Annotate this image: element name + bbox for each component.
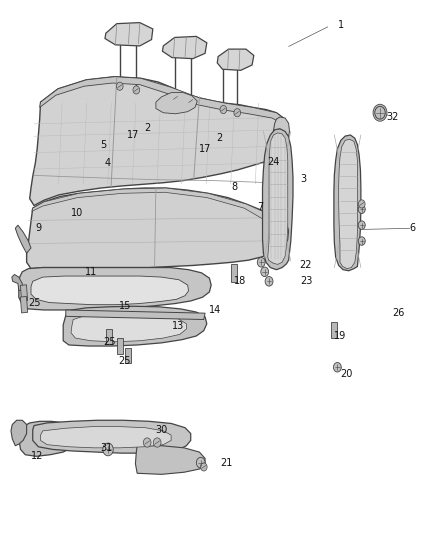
Text: 7: 7	[257, 202, 264, 212]
Text: 5: 5	[101, 140, 107, 150]
Polygon shape	[162, 36, 207, 59]
Polygon shape	[268, 133, 288, 264]
Polygon shape	[334, 135, 361, 271]
Text: 3: 3	[301, 174, 307, 184]
Polygon shape	[217, 49, 254, 70]
Polygon shape	[66, 310, 205, 319]
Ellipse shape	[143, 438, 151, 447]
Text: 30: 30	[155, 425, 168, 435]
Polygon shape	[19, 268, 211, 310]
Text: 25: 25	[118, 356, 131, 366]
Text: 10: 10	[71, 208, 84, 219]
Polygon shape	[41, 426, 171, 448]
Ellipse shape	[358, 200, 365, 208]
Ellipse shape	[261, 267, 268, 277]
Polygon shape	[339, 139, 357, 269]
Text: 20: 20	[340, 369, 352, 378]
Text: 17: 17	[199, 144, 211, 154]
Text: 15: 15	[119, 301, 131, 311]
Text: 4: 4	[105, 158, 111, 168]
Polygon shape	[135, 446, 205, 474]
Ellipse shape	[234, 109, 240, 117]
Text: 17: 17	[127, 130, 139, 140]
Text: 23: 23	[301, 276, 313, 286]
Text: 31: 31	[101, 443, 113, 453]
Text: 12: 12	[31, 451, 43, 462]
Ellipse shape	[187, 97, 194, 105]
Ellipse shape	[220, 106, 227, 114]
Polygon shape	[262, 128, 293, 270]
Text: 25: 25	[28, 297, 40, 308]
Ellipse shape	[133, 86, 140, 94]
Text: 11: 11	[85, 267, 97, 277]
Text: 14: 14	[209, 305, 222, 315]
Text: 21: 21	[221, 458, 233, 467]
Ellipse shape	[117, 82, 123, 90]
Ellipse shape	[257, 257, 265, 267]
Polygon shape	[21, 296, 28, 313]
Text: 6: 6	[410, 223, 416, 233]
Polygon shape	[71, 314, 186, 342]
Ellipse shape	[103, 443, 113, 456]
Text: 13: 13	[172, 321, 184, 331]
Polygon shape	[278, 223, 289, 246]
Text: 26: 26	[392, 308, 405, 318]
Text: 9: 9	[35, 223, 42, 233]
Ellipse shape	[172, 94, 179, 102]
Ellipse shape	[153, 438, 161, 447]
Text: 24: 24	[267, 157, 279, 166]
Polygon shape	[63, 306, 207, 346]
Polygon shape	[124, 348, 131, 363]
Polygon shape	[106, 328, 113, 344]
Polygon shape	[273, 117, 290, 136]
Text: 2: 2	[144, 123, 150, 133]
Polygon shape	[30, 77, 288, 206]
Polygon shape	[21, 285, 28, 301]
Polygon shape	[33, 420, 191, 453]
Text: 25: 25	[103, 337, 116, 347]
Text: 32: 32	[386, 112, 399, 122]
Polygon shape	[15, 225, 31, 253]
Ellipse shape	[201, 463, 207, 471]
Ellipse shape	[358, 221, 365, 229]
Text: 2: 2	[216, 133, 222, 143]
Polygon shape	[156, 93, 197, 114]
Polygon shape	[19, 421, 74, 456]
Polygon shape	[105, 22, 153, 46]
Polygon shape	[12, 274, 22, 290]
Polygon shape	[11, 420, 27, 446]
Polygon shape	[117, 338, 123, 354]
Polygon shape	[40, 77, 283, 122]
Text: 1: 1	[338, 20, 344, 30]
Polygon shape	[331, 322, 337, 338]
Polygon shape	[32, 188, 279, 225]
Polygon shape	[31, 276, 188, 305]
Ellipse shape	[358, 237, 365, 245]
Ellipse shape	[196, 457, 205, 468]
Ellipse shape	[373, 104, 387, 121]
Ellipse shape	[358, 205, 365, 214]
Ellipse shape	[265, 277, 273, 286]
Text: 22: 22	[299, 261, 311, 270]
Text: 18: 18	[234, 276, 246, 286]
Ellipse shape	[333, 362, 341, 372]
Text: 8: 8	[231, 182, 237, 192]
Polygon shape	[231, 264, 237, 282]
Polygon shape	[27, 188, 281, 269]
Text: 19: 19	[334, 332, 346, 342]
